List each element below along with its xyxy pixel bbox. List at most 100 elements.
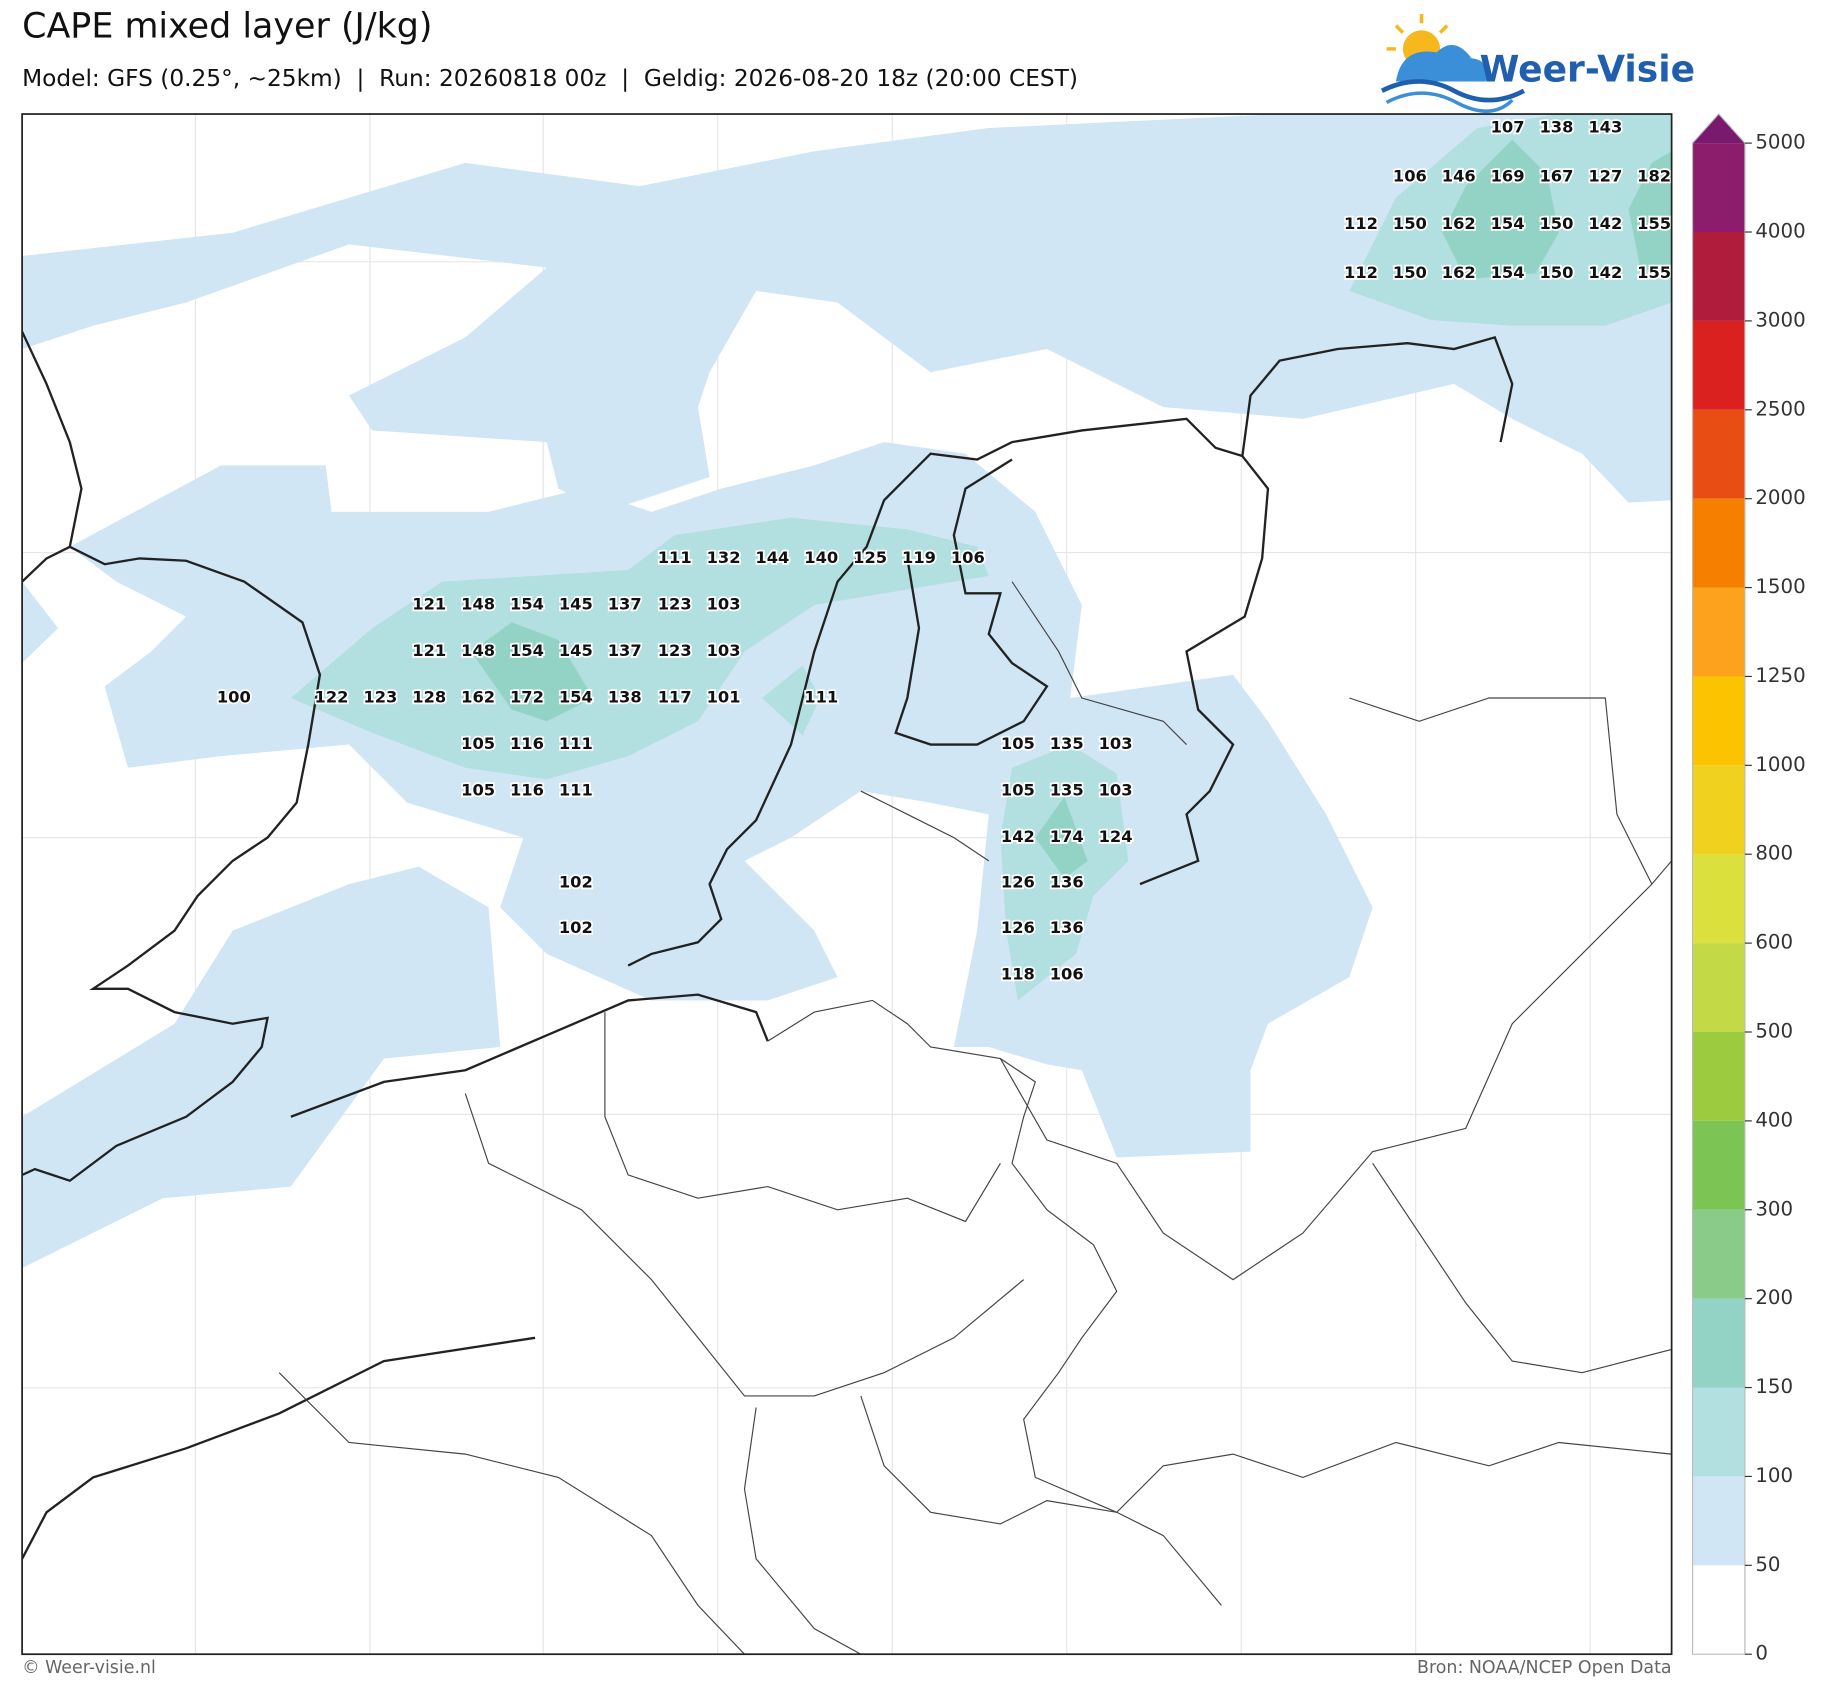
colorbar-band xyxy=(1692,1031,1745,1121)
point-value: 162 xyxy=(1442,263,1476,282)
point-value: 138 xyxy=(608,688,642,707)
colorbar-tick-label: 500 xyxy=(1755,1019,1793,1042)
logo-text: Weer-Visie xyxy=(1480,48,1695,90)
colorbar-tick-label: 4000 xyxy=(1755,220,1805,243)
point-value: 121 xyxy=(412,594,446,613)
point-value: 103 xyxy=(1099,734,1133,753)
point-value: 128 xyxy=(412,688,446,707)
colorbar-tick-label: 1500 xyxy=(1755,575,1805,598)
point-value: 150 xyxy=(1539,214,1573,233)
point-value: 132 xyxy=(707,548,741,567)
point-value: 142 xyxy=(1588,214,1622,233)
point-value: 127 xyxy=(1588,166,1622,185)
point-value: 144 xyxy=(755,548,789,567)
point-value: 105 xyxy=(1001,734,1035,753)
point-value: 111 xyxy=(559,781,593,800)
point-value: 123 xyxy=(658,641,692,660)
point-value: 142 xyxy=(1588,263,1622,282)
colorbar-band xyxy=(1692,320,1745,410)
point-value: 111 xyxy=(804,688,838,707)
colorbar-band xyxy=(1692,943,1745,1032)
point-value: 135 xyxy=(1050,734,1084,753)
point-value: 105 xyxy=(1001,781,1035,800)
point-value: 124 xyxy=(1099,827,1133,846)
logo: Weer-Visie xyxy=(1380,13,1695,113)
point-value: 116 xyxy=(510,781,544,800)
point-value: 162 xyxy=(1442,214,1476,233)
point-value: 142 xyxy=(1001,827,1035,846)
point-value: 140 xyxy=(804,548,838,567)
point-value: 106 xyxy=(1050,964,1084,983)
colorbar-band xyxy=(1692,1387,1745,1477)
colorbar-tick-label: 400 xyxy=(1755,1108,1793,1131)
colorbar-tick-label: 600 xyxy=(1755,931,1793,954)
colorbar-band xyxy=(1692,1120,1745,1210)
colorbar-band xyxy=(1692,765,1745,855)
colorbar-band xyxy=(1692,409,1745,499)
point-value: 123 xyxy=(363,688,397,707)
colorbar-tick-label: 0 xyxy=(1755,1642,1768,1665)
point-value: 155 xyxy=(1637,263,1671,282)
colorbar-outline xyxy=(1691,113,1746,1655)
point-value: 145 xyxy=(559,594,593,613)
point-value: 154 xyxy=(1491,214,1525,233)
point-value: 103 xyxy=(1099,781,1133,800)
colorbar-band xyxy=(1692,854,1745,944)
point-value: 105 xyxy=(461,781,495,800)
colorbar-band xyxy=(1692,1565,1745,1655)
point-value: 112 xyxy=(1344,214,1378,233)
point-value: 125 xyxy=(853,548,887,567)
point-value: 148 xyxy=(461,641,495,660)
point-value: 118 xyxy=(1001,964,1035,983)
borders xyxy=(278,581,1672,1655)
point-value: 154 xyxy=(1491,263,1525,282)
colorbar-band xyxy=(1692,587,1745,677)
point-value: 137 xyxy=(608,594,642,613)
point-value: 119 xyxy=(902,548,936,567)
colorbar-band xyxy=(1692,1209,1745,1299)
colorbar-band xyxy=(1692,143,1745,233)
colorbar-extend xyxy=(1692,114,1745,144)
point-value: 136 xyxy=(1050,872,1084,891)
point-values: 107 138 143 106 146 169 167 127 182 112 150 162 154 1… xyxy=(215,116,1672,985)
point-value: 112 xyxy=(1344,263,1378,282)
point-value: 102 xyxy=(559,872,593,891)
point-value: 150 xyxy=(1539,263,1573,282)
colorbar-tick-label: 1250 xyxy=(1755,664,1805,687)
colorbar-band xyxy=(1692,232,1745,321)
colorbar-tick-label: 1000 xyxy=(1755,753,1805,776)
title: CAPE mixed layer (J/kg) xyxy=(22,6,432,46)
colorbar-band xyxy=(1692,676,1745,766)
colorbar-tick-label: 5000 xyxy=(1755,131,1805,154)
colorbar-band xyxy=(1692,1476,1745,1566)
point-value: 111 xyxy=(658,548,692,567)
point-value: 117 xyxy=(658,688,692,707)
colorbar-tick-label: 2500 xyxy=(1755,397,1805,420)
point-value: 102 xyxy=(559,918,593,937)
point-value: 135 xyxy=(1050,781,1084,800)
point-value: 143 xyxy=(1588,118,1622,137)
colorbar-tick-label: 150 xyxy=(1755,1375,1793,1398)
point-value: 122 xyxy=(315,688,349,707)
point-value: 169 xyxy=(1491,166,1525,185)
colorbar-tick-label: 100 xyxy=(1755,1464,1793,1487)
point-value: 107 xyxy=(1491,118,1525,137)
point-value: 150 xyxy=(1393,214,1427,233)
point-value: 150 xyxy=(1393,263,1427,282)
point-value: 167 xyxy=(1539,166,1573,185)
point-value: 172 xyxy=(510,688,544,707)
point-value: 105 xyxy=(461,734,495,753)
footer-right: Bron: NOAA/NCEP Open Data xyxy=(1417,1658,1672,1678)
point-value: 103 xyxy=(707,594,741,613)
point-value: 136 xyxy=(1050,918,1084,937)
point-value: 154 xyxy=(510,594,544,613)
point-value: 126 xyxy=(1001,918,1035,937)
colorbar-band xyxy=(1692,498,1745,588)
point-value: 154 xyxy=(559,688,593,707)
coastline xyxy=(22,331,1514,1560)
subtitle: Model: GFS (0.25°, ~25km) | Run: 2026081… xyxy=(22,65,1078,92)
point-value: 116 xyxy=(510,734,544,753)
point-value: 155 xyxy=(1637,214,1671,233)
